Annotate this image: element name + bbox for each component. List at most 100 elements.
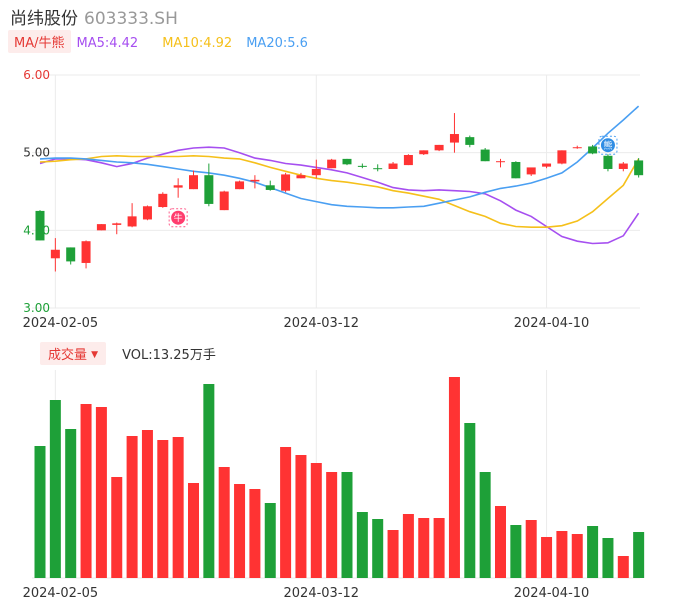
candle-body — [265, 185, 275, 190]
candle-body — [112, 223, 122, 225]
volume-bar — [141, 430, 153, 578]
volume-bar — [433, 518, 445, 578]
volume-bar — [587, 526, 599, 578]
volume-bar — [356, 512, 368, 578]
candle-body — [189, 175, 198, 190]
price-date-label: 2024-03-12 — [284, 316, 360, 331]
volume-bar — [617, 556, 629, 578]
price-axis-label: 5.00 — [23, 146, 50, 160]
ma20-value: MA20:5.6 — [246, 36, 308, 51]
ma5-value: MA5:4.42 — [76, 36, 139, 51]
volume-bar — [602, 538, 614, 578]
candle-body — [572, 147, 582, 149]
candle-body — [235, 181, 245, 190]
volume-bar — [448, 377, 460, 578]
volume-bar — [295, 455, 307, 578]
volume-bar — [326, 472, 338, 578]
bear-marker-frame — [598, 135, 618, 155]
volume-bar — [65, 429, 77, 578]
stock-code: 603333.SH — [84, 9, 178, 29]
candle-body — [373, 168, 383, 170]
volume-bar — [49, 400, 61, 578]
ma-legend: MA/牛熊 MA5:4.42 MA10:4.92 MA20:5.6 — [8, 30, 308, 53]
volume-bar — [495, 506, 506, 578]
volume-bar — [280, 447, 292, 578]
candle-body — [204, 175, 214, 204]
volume-indicator-button[interactable]: 成交量 ▼ — [40, 342, 107, 365]
candle-body — [158, 193, 168, 208]
volume-bar — [541, 537, 553, 578]
candle-body — [173, 185, 183, 188]
volume-bar — [372, 519, 384, 578]
candle-body — [434, 144, 444, 151]
candle-body — [327, 159, 337, 169]
volume-bar — [633, 532, 645, 578]
candle-body — [480, 149, 490, 162]
volume-bar — [479, 472, 491, 578]
candle-body — [388, 163, 398, 169]
candle-body — [603, 155, 613, 169]
candle-body — [342, 158, 352, 165]
candle-body — [66, 247, 76, 262]
volume-date-label: 2024-04-10 — [514, 586, 590, 601]
volume-indicator-label: 成交量 — [48, 348, 88, 363]
dropdown-arrow-icon: ▼ — [91, 350, 99, 360]
price-date-label: 2024-02-05 — [23, 316, 99, 331]
candle-body — [557, 150, 567, 164]
volume-bar — [249, 489, 261, 578]
candle-body — [142, 206, 152, 220]
volume-bar — [203, 384, 215, 578]
volume-bar — [34, 446, 46, 578]
price-axis-label: 3.00 — [23, 301, 50, 315]
volume-bar — [80, 404, 92, 578]
volume-date-label: 2024-03-12 — [284, 586, 360, 601]
candle-body — [449, 134, 459, 143]
price-date-label: 2024-04-10 — [514, 316, 590, 331]
candle-body — [496, 161, 505, 163]
volume-bar — [111, 477, 123, 578]
volume-bar — [556, 531, 568, 578]
ma-mode-button[interactable]: MA/牛熊 — [8, 30, 71, 53]
volume-bar — [218, 467, 230, 578]
volume-bar — [234, 484, 246, 578]
volume-bar — [571, 534, 583, 578]
volume-bar — [464, 423, 476, 578]
candle-body — [127, 216, 137, 227]
volume-bar — [402, 514, 414, 578]
volume-bar — [525, 520, 537, 578]
candle-body — [81, 241, 91, 263]
volume-bar — [341, 472, 353, 578]
volume-date-label: 2024-02-05 — [23, 586, 99, 601]
candle-body — [311, 168, 321, 176]
bear-marker-icon — [600, 138, 615, 153]
candle-body — [96, 224, 106, 231]
volume-bar — [310, 463, 322, 578]
volume-bar — [387, 530, 399, 578]
candle-body — [35, 210, 45, 241]
ma5-line — [39, 146, 640, 245]
candle-body — [403, 154, 413, 166]
candle-body — [281, 174, 291, 191]
bull-marker-frame — [168, 208, 188, 228]
candle-body — [50, 249, 60, 259]
candle-body — [542, 163, 552, 167]
volume-bar — [157, 440, 169, 578]
volume-bar — [95, 407, 107, 578]
bull-marker-icon — [171, 210, 186, 225]
candle-body — [618, 163, 628, 169]
candle-body — [465, 137, 475, 145]
volume-bar — [418, 518, 430, 578]
ma10-line — [39, 154, 640, 228]
candle-body — [634, 160, 644, 176]
volume-legend: 成交量 ▼ VOL:13.25万手 — [40, 342, 216, 365]
candle-body — [296, 175, 306, 179]
bull-marker-label: 牛 — [174, 212, 183, 224]
volume-bar — [264, 503, 276, 578]
stock-name: 尚纬股份 — [10, 9, 78, 29]
volume-bar — [510, 525, 522, 578]
price-axis-label: 6.00 — [23, 68, 50, 82]
bear-marker-label: 熊 — [603, 140, 612, 152]
ma20-line — [39, 105, 640, 209]
candle-body — [511, 161, 521, 179]
